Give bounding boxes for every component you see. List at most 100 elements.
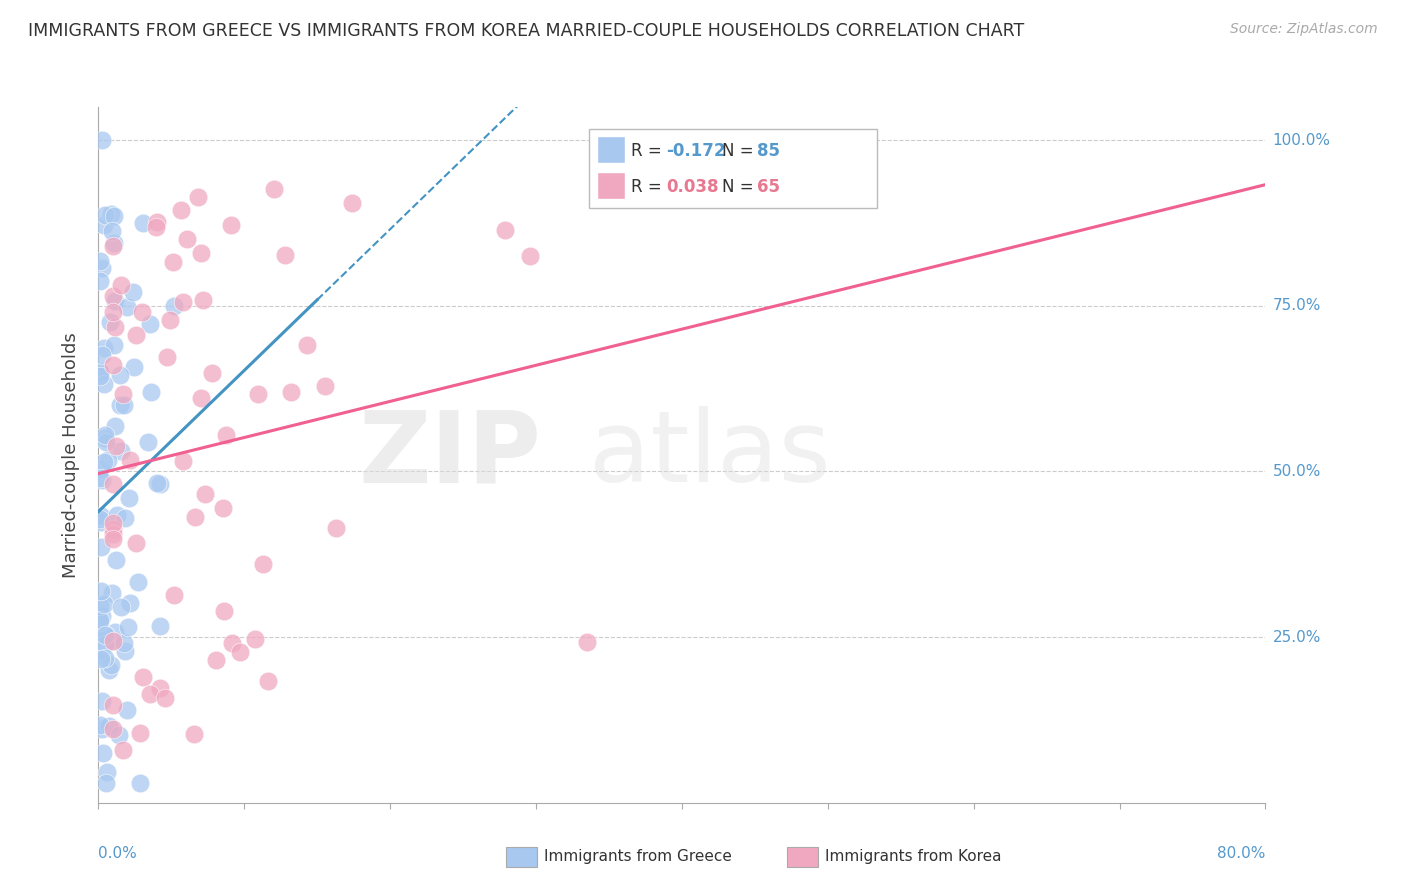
Point	[104, 319, 127, 334]
Point	[136, 434, 159, 449]
Point	[131, 305, 153, 319]
Point	[90, 583, 112, 598]
Point	[89, 512, 111, 526]
Text: Source: ZipAtlas.com: Source: ZipAtlas.com	[1230, 22, 1378, 37]
Point	[494, 223, 516, 237]
Point	[229, 645, 252, 659]
Point	[93, 342, 115, 356]
Point	[176, 232, 198, 246]
Point	[280, 384, 302, 399]
Point	[93, 597, 115, 611]
Point	[263, 182, 285, 196]
Point	[125, 536, 148, 550]
Point	[90, 652, 112, 666]
Point	[163, 588, 186, 602]
Point	[90, 540, 112, 554]
Text: Immigrants from Korea: Immigrants from Korea	[825, 849, 1002, 863]
Point	[342, 196, 364, 211]
Point	[273, 248, 295, 262]
Point	[104, 624, 127, 639]
Point	[221, 636, 243, 650]
Point	[122, 359, 145, 374]
Point	[89, 253, 111, 268]
Point	[115, 703, 138, 717]
Point	[97, 663, 120, 677]
Point	[94, 776, 117, 790]
Point	[101, 722, 124, 736]
Text: 25.0%: 25.0%	[1272, 630, 1320, 645]
Point	[90, 260, 112, 275]
Point	[91, 348, 114, 362]
Point	[314, 379, 336, 393]
Text: N =: N =	[723, 143, 759, 161]
Point	[107, 508, 129, 522]
Point	[139, 317, 162, 331]
Point	[89, 613, 111, 627]
Point	[101, 523, 124, 537]
Point	[89, 462, 111, 476]
Point	[101, 224, 124, 238]
Point	[114, 644, 136, 658]
Point	[193, 487, 215, 501]
Point	[117, 301, 139, 315]
Point	[101, 532, 124, 546]
Point	[149, 477, 172, 491]
Point	[91, 722, 114, 736]
Point	[128, 726, 150, 740]
Point	[247, 387, 270, 401]
Point	[295, 338, 318, 352]
Point	[94, 431, 117, 445]
Point	[97, 453, 120, 467]
Point	[89, 615, 111, 629]
Point	[201, 366, 224, 380]
Point	[101, 359, 124, 373]
Point	[117, 619, 139, 633]
Point	[139, 385, 162, 400]
Point	[145, 219, 167, 234]
Text: N =: N =	[723, 178, 759, 195]
Point	[103, 419, 125, 434]
Point	[101, 634, 124, 648]
Point	[146, 476, 169, 491]
Point	[122, 285, 145, 300]
Text: 75.0%: 75.0%	[1272, 298, 1320, 313]
Text: 100.0%: 100.0%	[1272, 133, 1330, 148]
Point	[325, 521, 347, 535]
Point	[519, 249, 541, 263]
Point	[118, 491, 141, 505]
Point	[103, 338, 125, 352]
Point	[114, 511, 136, 525]
Point	[96, 765, 118, 780]
Point	[170, 203, 193, 218]
Point	[153, 691, 176, 706]
Point	[104, 553, 127, 567]
Point	[96, 434, 118, 449]
Point	[127, 574, 149, 589]
Point	[101, 476, 124, 491]
Point	[162, 254, 184, 268]
Text: 85: 85	[758, 143, 780, 161]
Text: ZIP: ZIP	[359, 407, 541, 503]
Point	[93, 455, 115, 469]
Point	[90, 643, 112, 657]
Point	[100, 633, 122, 648]
Text: R =: R =	[631, 143, 666, 161]
Point	[89, 470, 111, 484]
Point	[187, 189, 209, 203]
Point	[90, 509, 112, 524]
Point	[103, 235, 125, 250]
Text: 0.038: 0.038	[666, 178, 718, 195]
Text: 80.0%: 80.0%	[1218, 846, 1265, 861]
Point	[93, 219, 115, 233]
Point	[215, 428, 238, 442]
Point	[112, 398, 135, 412]
Point	[96, 627, 118, 641]
Point	[101, 698, 124, 712]
Text: R =: R =	[631, 178, 666, 195]
Point	[183, 726, 205, 740]
Point	[110, 443, 132, 458]
Point	[118, 597, 141, 611]
Point	[204, 652, 226, 666]
Point	[120, 452, 142, 467]
Point	[91, 746, 114, 760]
